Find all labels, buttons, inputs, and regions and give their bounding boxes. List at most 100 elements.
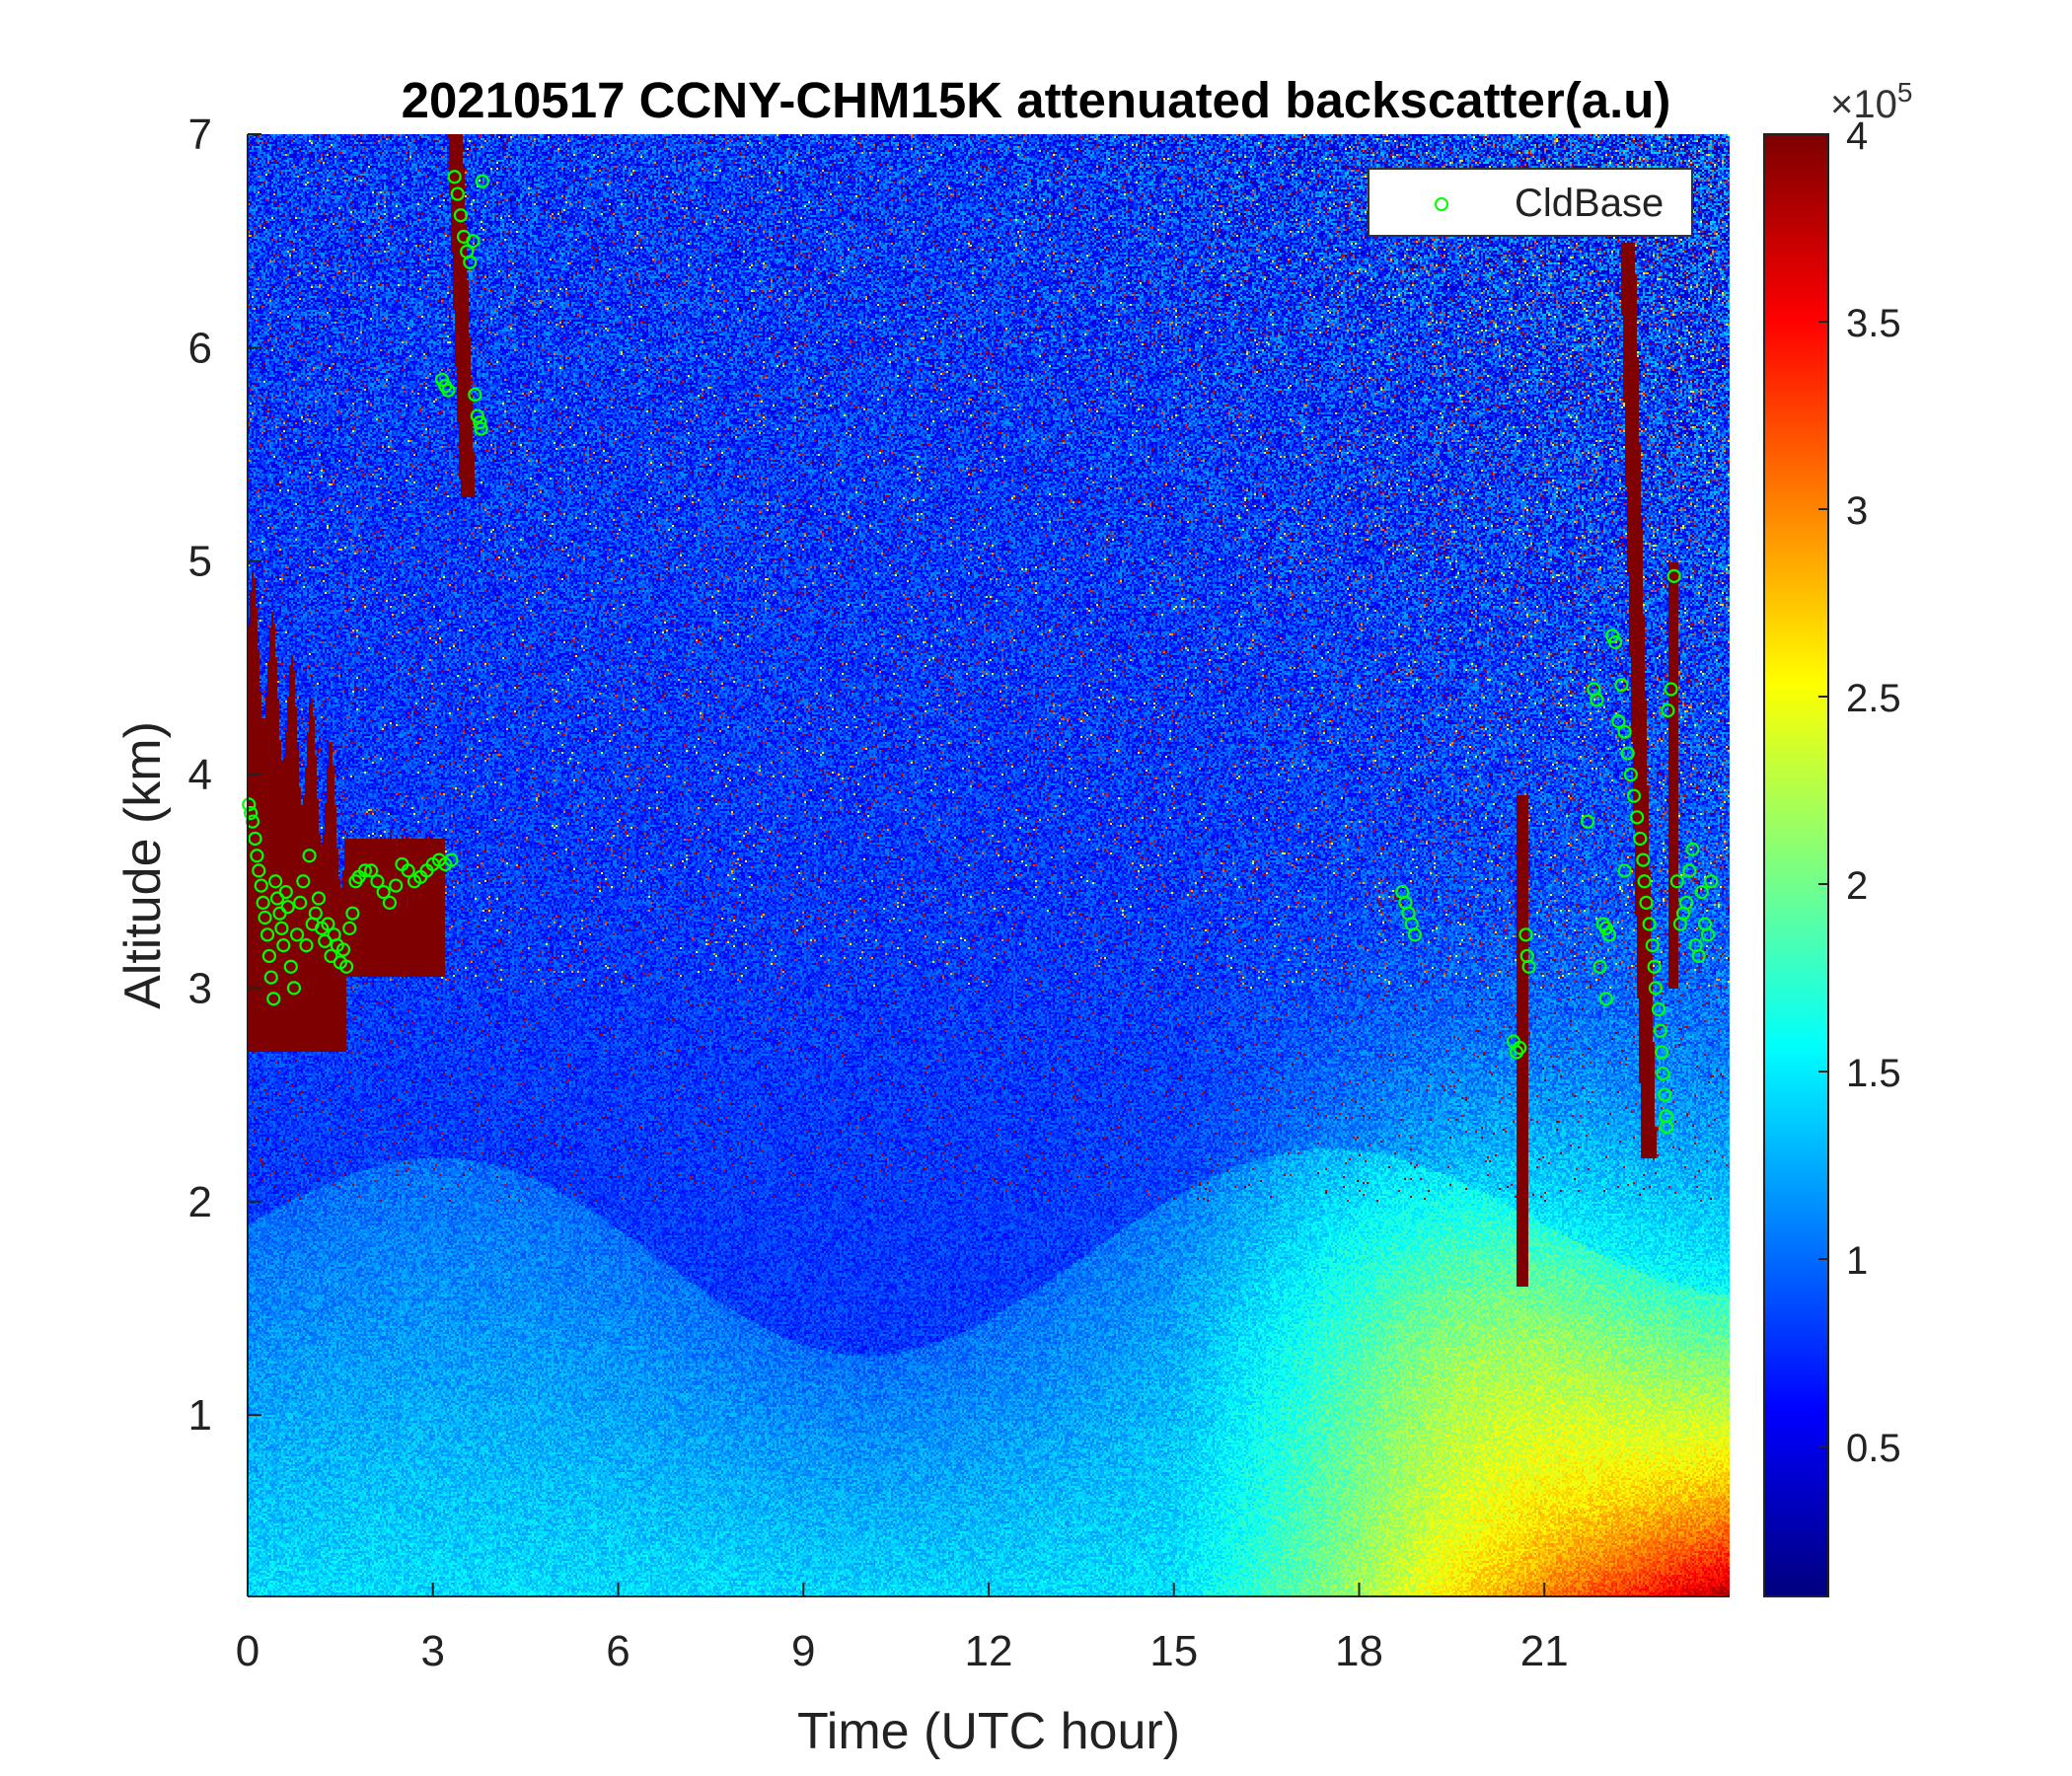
cldbase-point	[274, 921, 289, 935]
cldbase-point	[364, 863, 379, 878]
cldbase-point	[242, 797, 257, 812]
cldbase-point	[272, 906, 287, 921]
cldbase-point	[468, 387, 482, 403]
y-tick-label: 4	[188, 751, 212, 799]
y-tick-label: 2	[188, 1178, 212, 1226]
colorbar-multiplier-base: ×10	[1830, 83, 1897, 126]
cldbase-point	[450, 186, 465, 201]
cldbase-point	[1659, 1109, 1673, 1124]
cldbase-point	[321, 917, 335, 931]
x-tick-label: 3	[421, 1627, 445, 1675]
cldbase-point	[1518, 927, 1533, 942]
cldbase-point	[1704, 874, 1719, 889]
cldbase-point	[345, 906, 360, 921]
cldbase-point	[1608, 634, 1623, 650]
cldbase-point	[1633, 831, 1648, 847]
cldbase-point	[302, 849, 317, 863]
cldbase-point	[466, 234, 481, 249]
cldbase-point	[1666, 568, 1681, 583]
cldbase-point	[1617, 863, 1632, 878]
cldbase-point	[339, 959, 354, 974]
cldbase-point	[318, 933, 333, 948]
cldbase-point	[463, 255, 478, 269]
colorbar-exponent: 5	[1896, 77, 1913, 108]
cldbase-point	[276, 938, 291, 953]
colorbar-frame	[1763, 133, 1829, 1597]
cldbase-point	[1669, 874, 1684, 889]
cldbase-point	[1664, 682, 1678, 697]
cldbase-point	[268, 874, 283, 889]
x-tick-label: 6	[606, 1627, 629, 1675]
cldbase-point	[1580, 814, 1595, 829]
x-tick-label: 9	[791, 1627, 815, 1675]
cldbase-point	[1656, 1066, 1670, 1081]
cldbase-point	[1653, 1023, 1668, 1038]
cldbase-point	[296, 874, 311, 889]
cldbase-point	[1620, 746, 1635, 761]
cldbase-point	[244, 805, 259, 821]
colorbar-multiplier: ×105	[1830, 77, 1912, 127]
cldbase-point	[475, 174, 489, 188]
legend: CldBase	[1368, 168, 1693, 237]
cldbase-point	[444, 852, 459, 867]
y-tick-label: 1	[188, 1391, 212, 1440]
cldbase-point	[258, 910, 272, 925]
x-tick-label: 15	[1149, 1627, 1198, 1675]
cldbase-point	[1626, 788, 1642, 803]
cldbase-point	[1642, 917, 1657, 931]
cldbase-point	[1700, 927, 1716, 942]
cldbase-point	[1407, 927, 1422, 942]
cldbase-point	[335, 942, 351, 957]
cldbase-point	[311, 891, 327, 906]
cldbase-point	[1598, 992, 1613, 1006]
cldbase-point	[1521, 959, 1536, 974]
cldbase-point	[447, 170, 462, 185]
cldbase-point	[1637, 874, 1652, 889]
colorbar-tick-label: 0.5	[1846, 1427, 1901, 1470]
cldbase-point	[1639, 895, 1654, 910]
cldbase-point	[389, 878, 404, 893]
colorbar-tick-label: 1.5	[1846, 1052, 1901, 1095]
cldbase-point	[289, 927, 305, 942]
cldbase-point	[1623, 767, 1638, 782]
chart-title: 20210517 CCNY-CHM15K attenuated backscat…	[401, 72, 1671, 128]
cldbase-point	[256, 895, 270, 910]
cldbase-point	[1617, 724, 1632, 739]
cldbase-point	[1636, 852, 1651, 867]
cldbase-point	[1658, 1087, 1672, 1102]
cldbase-point	[342, 921, 357, 935]
cldbase-point	[261, 948, 277, 964]
cldbase-point	[376, 884, 391, 900]
cldbase-point	[453, 208, 469, 223]
cldbase-point	[280, 900, 295, 915]
cldbase-point	[474, 421, 488, 436]
cldbase-point	[1630, 810, 1645, 825]
legend-label: CldBase	[1515, 182, 1665, 225]
x-tick-label: 0	[236, 1627, 259, 1675]
cldbase-point	[278, 884, 293, 900]
colorbar-tick-label: 2.5	[1846, 677, 1901, 720]
cldbase-point	[1651, 1001, 1666, 1017]
cldbase-point	[1645, 938, 1660, 953]
cldbase-point	[283, 959, 298, 974]
colorbar-tick-label: 3.5	[1846, 302, 1901, 345]
x-tick-label: 12	[965, 1627, 1013, 1675]
x-axis-label: Time (UTC hour)	[796, 1703, 1181, 1760]
cldbase-point	[263, 970, 278, 985]
cldbase-point	[308, 906, 323, 921]
cldbase-point	[1661, 703, 1675, 718]
cldbase-point	[382, 895, 398, 910]
cldbase-point	[1682, 863, 1697, 878]
cldbase-point	[324, 948, 338, 964]
cldbase-point	[1513, 1040, 1527, 1056]
cldbase-point	[299, 938, 314, 953]
cldbase-point	[473, 414, 487, 430]
cldbase-point	[1592, 959, 1607, 974]
cldbase-point	[286, 981, 302, 996]
cldbase-point	[401, 863, 415, 878]
y-axis-label: Altitude (km)	[114, 721, 172, 1009]
cldbase-point	[1679, 895, 1694, 910]
cldbase-point	[259, 927, 275, 942]
